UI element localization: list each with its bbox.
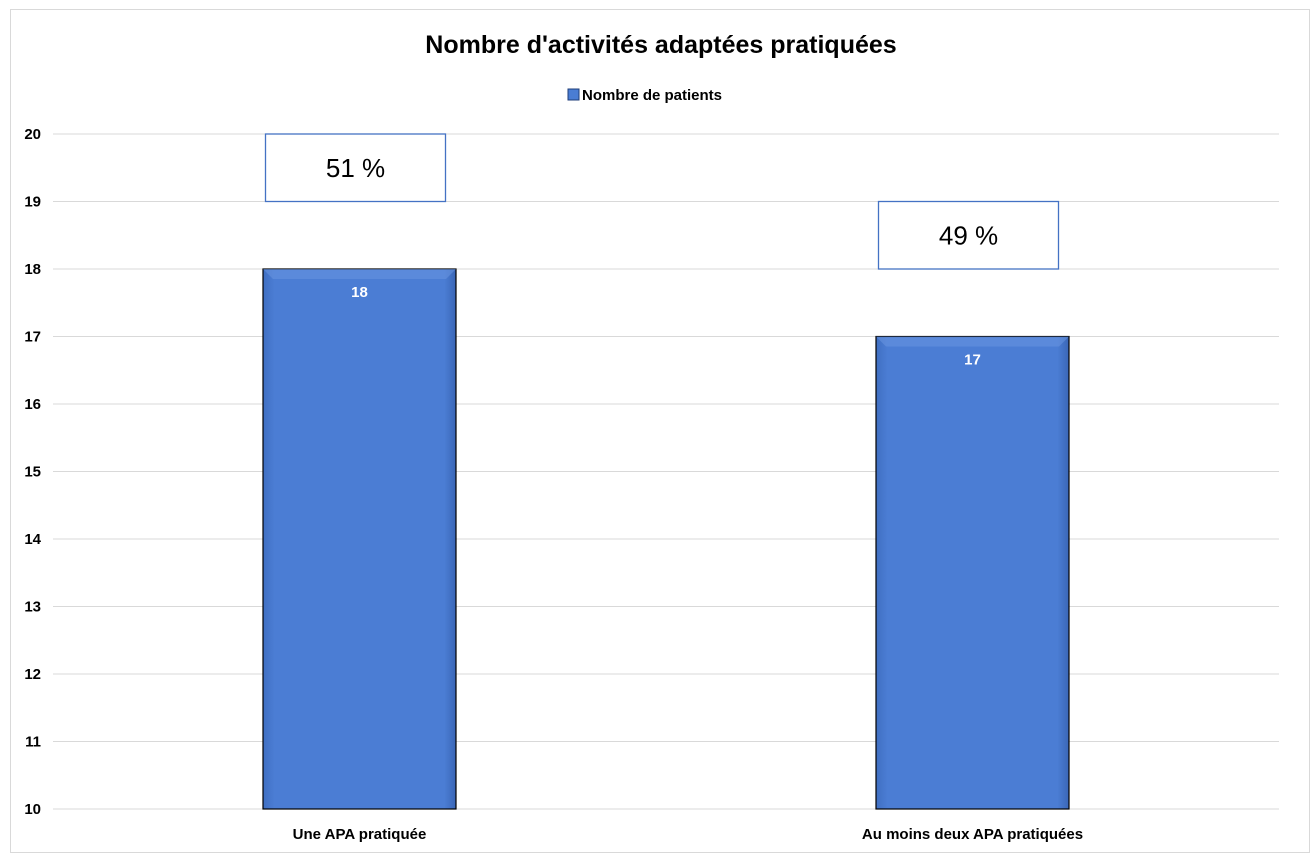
annotation-box — [264, 133, 447, 203]
data-label: 18 — [351, 284, 368, 301]
y-axis-ticks: 10 11 12 13 14 15 16 17 18 19 20 — [24, 126, 41, 818]
annotation-text: 51 % — [326, 153, 385, 183]
data-label: 17 — [964, 352, 981, 369]
chart-title: Nombre d'activités adaptées pratiquées — [425, 31, 896, 59]
y-tick-label: 14 — [24, 531, 41, 548]
y-tick-label: 16 — [24, 396, 41, 413]
y-tick-label: 13 — [24, 599, 41, 616]
legend-swatch — [567, 88, 580, 101]
y-tick-label: 20 — [24, 126, 41, 143]
category-label: Une APA pratiquée — [293, 826, 427, 843]
gridlines — [53, 133, 1279, 810]
annotation-text: 49 % — [939, 220, 998, 250]
percent-annotations: 51 % 49 % — [264, 133, 1060, 270]
bar-bevel — [263, 269, 456, 279]
x-axis-categories: Une APA pratiquée Au moins deux APA prati… — [293, 826, 1083, 843]
y-tick-label: 15 — [24, 464, 41, 481]
legend: Nombre de patients — [567, 87, 722, 104]
bar-chart: Nombre d'activités adaptées pratiquées N… — [24, 31, 1279, 843]
y-tick-label: 18 — [24, 261, 41, 278]
bar — [262, 268, 457, 810]
y-tick-label: 19 — [24, 194, 41, 211]
y-tick-label: 11 — [25, 734, 41, 751]
y-tick-label: 17 — [24, 329, 41, 346]
chart-frame: Nombre d'activités adaptées pratiquées N… — [10, 9, 1310, 853]
bars — [262, 268, 1070, 810]
bar — [875, 335, 1070, 810]
bar-bevel — [876, 336, 1069, 347]
y-tick-label: 10 — [24, 801, 41, 818]
annotation-box — [877, 200, 1060, 270]
y-tick-label: 12 — [24, 666, 41, 683]
legend-label: Nombre de patients — [582, 87, 722, 104]
category-label: Au moins deux APA pratiquées — [862, 826, 1083, 843]
